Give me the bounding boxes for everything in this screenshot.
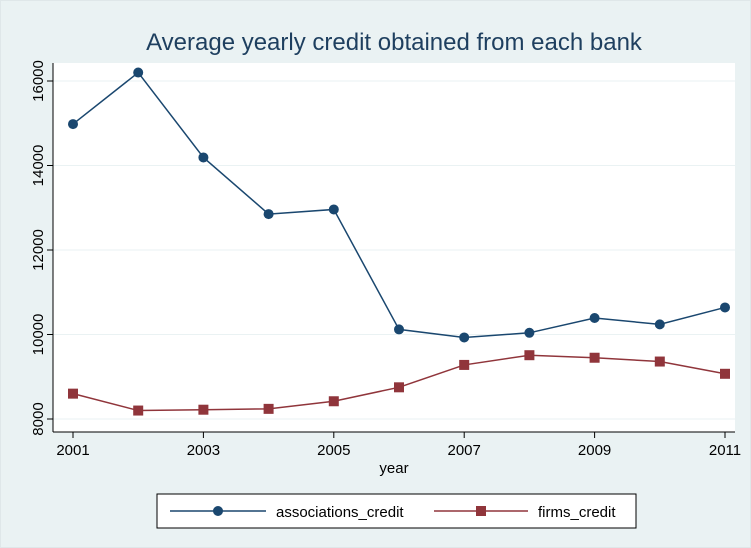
data-point-associations-credit xyxy=(263,209,274,220)
y-tick-label: 10000 xyxy=(30,314,47,356)
data-point-firms-credit xyxy=(133,405,144,416)
data-point-associations-credit xyxy=(133,67,144,78)
data-point-associations-credit xyxy=(524,327,535,338)
plot-area xyxy=(53,63,735,432)
x-tick-label: 2007 xyxy=(448,442,481,459)
data-point-associations-credit xyxy=(654,319,665,330)
data-point-firms-credit xyxy=(720,368,730,379)
x-tick-label: 2009 xyxy=(578,442,611,459)
y-tick-label: 16000 xyxy=(30,60,47,102)
data-point-firms-credit xyxy=(589,352,600,363)
x-tick-label: 2005 xyxy=(317,442,350,459)
x-axis-title: year xyxy=(379,460,408,477)
data-point-firms-credit xyxy=(68,388,78,399)
legend-marker-associations-credit xyxy=(213,506,223,516)
x-tick-label: 2001 xyxy=(56,442,89,459)
legend: associations_credit firms_credit xyxy=(156,493,637,529)
data-point-associations-credit xyxy=(198,152,209,163)
data-point-firms-credit xyxy=(459,359,470,370)
data-point-firms-credit xyxy=(328,396,339,407)
data-point-associations-credit xyxy=(328,204,339,215)
data-point-associations-credit xyxy=(589,313,600,324)
data-point-associations-credit xyxy=(394,324,404,335)
y-tick-label: 12000 xyxy=(30,229,47,271)
legend-label-firms-credit: firms_credit xyxy=(538,504,616,521)
data-point-firms-credit xyxy=(654,356,665,367)
data-point-firms-credit xyxy=(263,403,274,414)
legend-marker-firms-credit xyxy=(476,506,486,516)
chart-title: Average yearly credit obtained from each… xyxy=(146,29,643,56)
legend-label-associations-credit: associations_credit xyxy=(276,504,404,521)
y-tick-label: 14000 xyxy=(30,145,47,187)
axes: 8000 10000 12000 14000 16000 2001 2003 2005 2007… xyxy=(30,60,741,459)
data-point-firms-credit xyxy=(198,404,209,415)
data-point-firms-credit xyxy=(394,382,404,393)
x-tick-label: 2011 xyxy=(709,442,741,459)
data-point-associations-credit xyxy=(68,119,78,130)
series-layer xyxy=(68,67,730,416)
gridlines xyxy=(53,80,735,420)
y-tick-label: 8000 xyxy=(30,402,47,435)
data-point-firms-credit xyxy=(524,350,535,361)
data-point-associations-credit xyxy=(720,302,730,313)
data-point-associations-credit xyxy=(459,332,470,343)
x-tick-label: 2003 xyxy=(187,442,220,459)
